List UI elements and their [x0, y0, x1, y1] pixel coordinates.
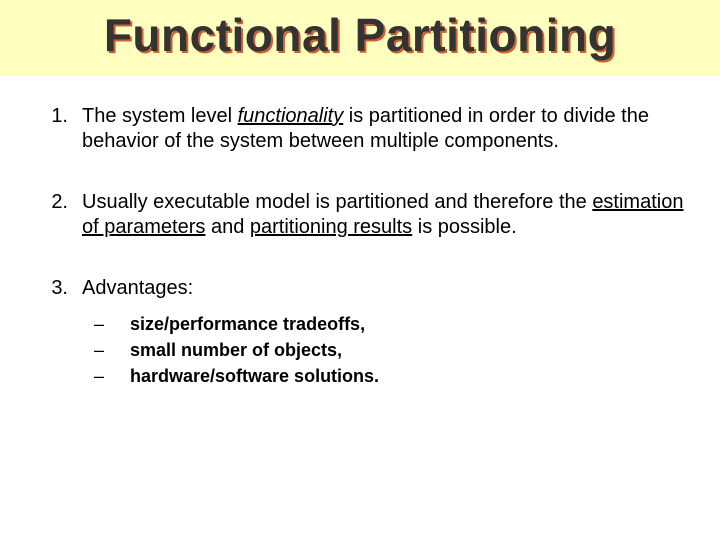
- list-item-2: 2. Usually executable model is partition…: [30, 190, 690, 240]
- title-banner: Functional Partitioning: [0, 0, 720, 76]
- text-segment: and: [205, 216, 249, 238]
- sub-text: hardware/software solutions.: [130, 363, 379, 389]
- list-number: 2.: [30, 190, 82, 240]
- sub-item: – size/performance tradeoffs,: [94, 311, 690, 337]
- list-body: Usually executable model is partitioned …: [82, 190, 690, 240]
- dash-icon: –: [94, 337, 130, 363]
- text-segment: The system level: [82, 105, 238, 127]
- list-number: 1.: [30, 104, 82, 154]
- slide-title: Functional Partitioning: [0, 8, 720, 62]
- text-segment: Usually executable model is partitioned …: [82, 191, 592, 213]
- underline-partitioning: partitioning results: [250, 216, 412, 238]
- list-item-3: 3. Advantages: – size/performance tradeo…: [30, 276, 690, 389]
- list-body: The system level functionality is partit…: [82, 104, 690, 154]
- list-body: Advantages: – size/performance tradeoffs…: [82, 276, 690, 389]
- sub-text: small number of objects,: [130, 337, 342, 363]
- dash-icon: –: [94, 363, 130, 389]
- keyword-functionality: functionality: [238, 105, 344, 127]
- text-segment: Advantages:: [82, 277, 193, 299]
- sub-text: size/performance tradeoffs,: [130, 311, 365, 337]
- sub-item: – small number of objects,: [94, 337, 690, 363]
- dash-icon: –: [94, 311, 130, 337]
- sub-list: – size/performance tradeoffs, – small nu…: [82, 311, 690, 389]
- text-segment: is possible.: [412, 216, 517, 238]
- list-item-1: 1. The system level functionality is par…: [30, 104, 690, 154]
- content-area: 1. The system level functionality is par…: [0, 76, 720, 389]
- sub-item: – hardware/software solutions.: [94, 363, 690, 389]
- list-number: 3.: [30, 276, 82, 389]
